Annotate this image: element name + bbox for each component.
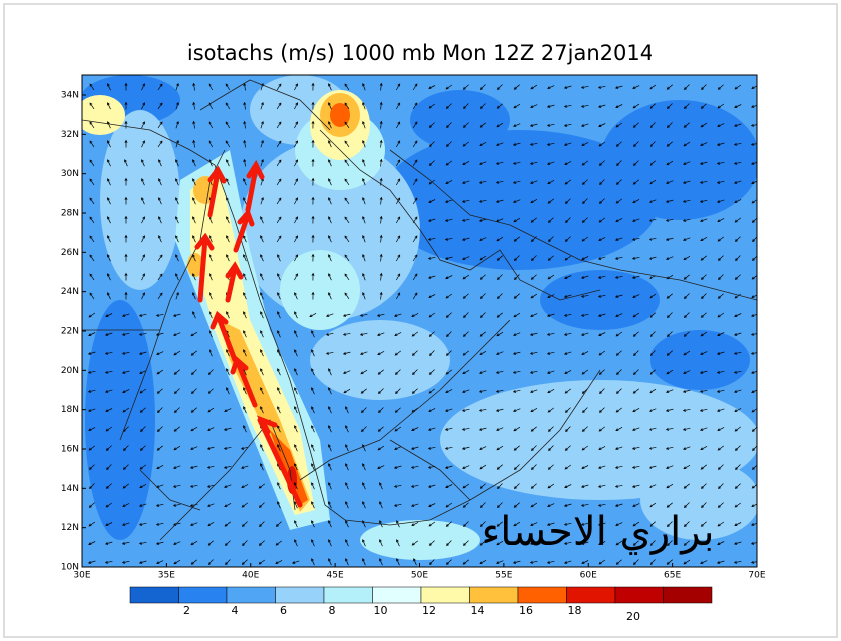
lon-label: 55E (495, 571, 512, 581)
colorbar-box (663, 586, 713, 604)
lat-label: 30N (61, 169, 79, 179)
colorbar-label: 14 (471, 604, 485, 617)
lon-label: 65E (664, 571, 681, 581)
colorbar-box (275, 586, 325, 604)
colorbar-box (323, 586, 373, 604)
lon-label: 70E (748, 571, 765, 581)
lat-label: 18N (61, 405, 79, 415)
colorbar-label: 8 (329, 604, 336, 617)
lat-label: 28N (61, 209, 79, 219)
lat-label: 24N (61, 287, 79, 297)
lon-label: 45E (327, 571, 344, 581)
colorbar-label: 18 (568, 604, 582, 617)
colorbar-label: 20 (626, 610, 640, 623)
watermark: براري الاحساء (482, 509, 715, 555)
lat-label: 14N (61, 484, 79, 494)
low-speed-areas (82, 75, 757, 540)
lon-label: 40E (242, 571, 259, 581)
colorbar-box (566, 586, 616, 604)
colorbar-label: 10 (374, 604, 388, 617)
lon-label: 35E (158, 571, 175, 581)
colorbar: 2 4 6 8 10 12 14 16 18 20 (129, 586, 713, 623)
lon-label: 60E (580, 571, 597, 581)
colorbar-label: 6 (280, 604, 287, 617)
lat-label: 34N (61, 91, 79, 101)
colorbar-box (420, 586, 470, 604)
lat-label: 26N (61, 248, 79, 258)
latitude-labels: 10N 12N 14N 16N 18N 20N 22N 24N 26N 28N 30N 32N 34N (61, 91, 86, 573)
longitude-labels: 30E 35E 40E 45E 50E 55E 60E 65E 70E (73, 563, 766, 581)
colorbar-box (469, 586, 519, 604)
colorbar-box (226, 586, 276, 604)
colorbar-box (129, 586, 179, 604)
colorbar-box (517, 586, 567, 604)
highlight-arrows (194, 159, 303, 508)
field (82, 75, 757, 567)
colorbar-box (178, 586, 228, 604)
lat-label: 12N (61, 523, 79, 533)
colorbar-label: 12 (422, 604, 436, 617)
colorbar-label: 4 (232, 604, 239, 617)
lat-label: 16N (61, 445, 79, 455)
map-title: isotachs (m/s) 1000 mb Mon 12Z 27jan2014 (187, 41, 653, 65)
lat-label: 20N (61, 366, 79, 376)
coastlines (82, 79, 757, 541)
colorbar-label: 16 (519, 604, 533, 617)
lat-label: 22N (61, 327, 79, 337)
colorbar-box (372, 586, 422, 604)
lon-label: 50E (411, 571, 428, 581)
colorbar-label: 2 (183, 604, 190, 617)
lat-label: 10N (61, 563, 79, 573)
lon-label: 30E (73, 571, 90, 581)
colorbar-box (614, 586, 664, 604)
lat-label: 32N (61, 130, 79, 140)
wind-arrows (87, 82, 757, 566)
